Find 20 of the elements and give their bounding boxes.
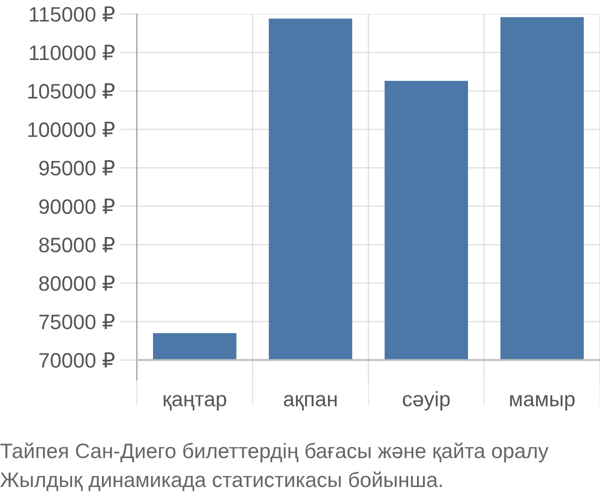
y-tick-label: 80000 ₽ [39,275,115,291]
y-tick-label: 85000 ₽ [39,237,115,252]
y-tick-label: 75000 ₽ [39,314,115,330]
bar [500,17,584,360]
y-tick-label: 110000 ₽ [30,44,115,60]
x-tick-label: мамыр [510,395,575,411]
bar [153,333,236,360]
text: Тайпея Сан-Диего билеттердің бағасы және қайта оралу [0,442,548,462]
x-tick-label: ақпан [284,395,337,410]
y-tick-label: 70000 ₽ [39,352,115,368]
y-tick-label: 95000 ₽ [39,160,115,176]
bar [268,18,352,360]
bar [384,80,468,360]
y-tick-label: 90000 ₽ [39,198,115,214]
x-tick-label: қаңтар [164,395,226,411]
text: Жылдық динамикада статистикасы бойынша. [0,472,442,492]
y-tick-label: 100000 ₽ [28,122,115,138]
y-tick-label: 105000 ₽ [28,83,115,99]
x-tick-label: сәуір [402,391,450,411]
y-tick-label: 115000 ₽ [30,6,115,22]
